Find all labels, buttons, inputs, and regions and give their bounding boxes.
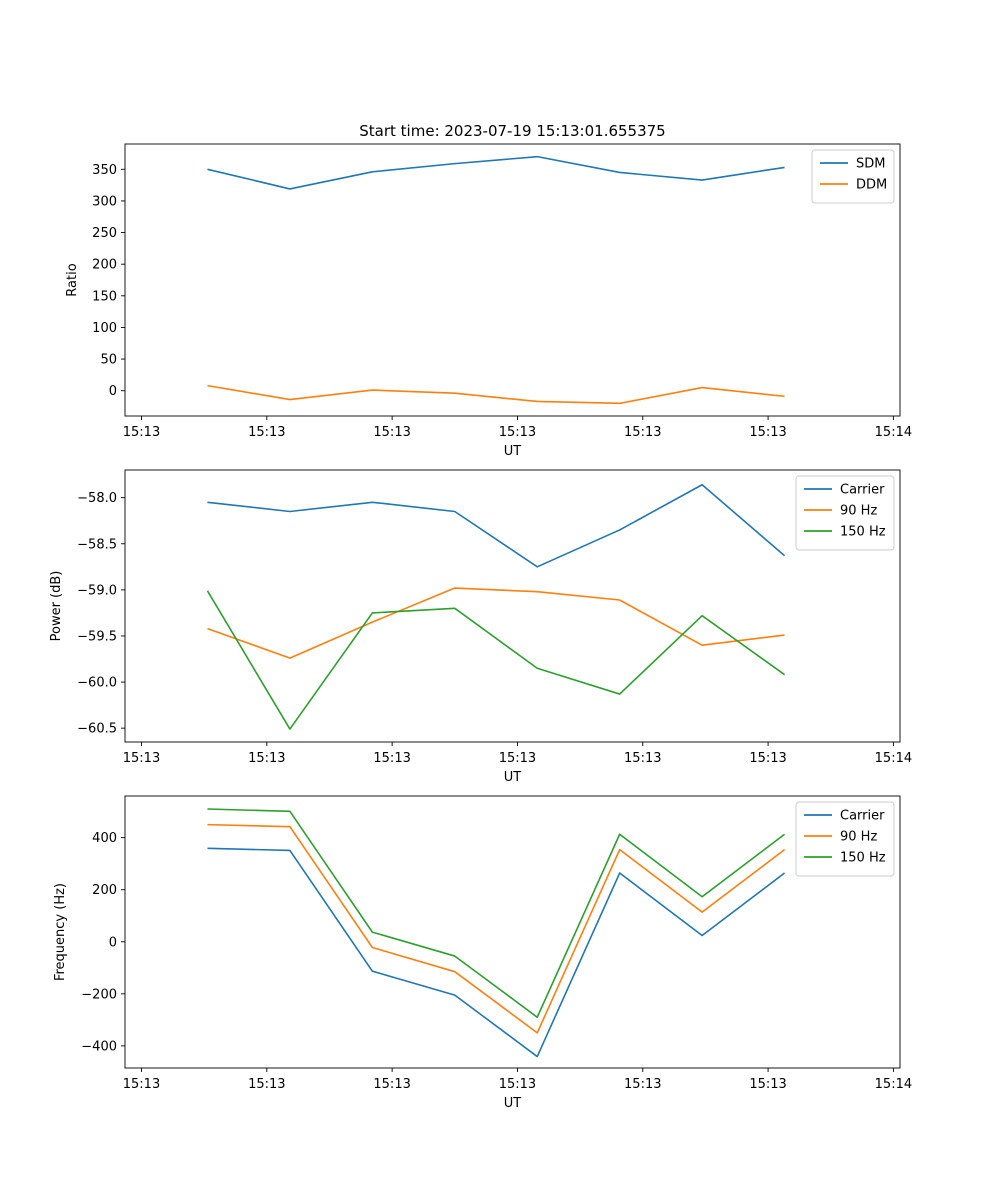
subplot-2: 15:13 15:13 15:13 15:13 15:13 15:13 15:14 −60.5… <box>49 469 912 785</box>
legend-label-90-hz: 90 Hz <box>840 830 877 845</box>
series-line-90-hz <box>207 587 785 659</box>
y-tick-label: 50 <box>100 353 117 368</box>
x-axis-label: UT <box>504 1096 522 1111</box>
series-line-carrier <box>207 847 786 1058</box>
x-tick-label: 15:13 <box>499 751 536 766</box>
x-tick-label: 15:13 <box>248 751 285 766</box>
y-tick-label: 200 <box>92 258 117 273</box>
x-tick-label: 15:13 <box>749 751 786 766</box>
subplots: 15:13 15:13 15:13 15:13 15:13 15:13 15:14 0 50 10… <box>49 143 912 1111</box>
x-tick-label: 15:13 <box>373 751 410 766</box>
legend-label-carrier: Carrier <box>840 809 885 824</box>
legend-label-90-hz: 90 Hz <box>840 504 877 519</box>
x-tick-label: 15:13 <box>624 425 661 440</box>
legend-label-ddm: DDM <box>856 178 887 193</box>
y-axis-label: Frequency (Hz) <box>53 883 68 981</box>
legend-label-150-hz: 150 Hz <box>840 851 886 866</box>
y-tick-label: −59.0 <box>77 583 117 598</box>
y-tick-label: 250 <box>92 226 117 241</box>
y-tick-label: −59.5 <box>77 629 117 644</box>
subplot-3: 15:13 15:13 15:13 15:13 15:13 15:13 15:14 −400 −… <box>53 795 912 1111</box>
x-tick-label: 15:13 <box>624 751 661 766</box>
y-tick-label: 0 <box>109 935 117 950</box>
y-tick-label: 200 <box>92 883 117 898</box>
series-line-90-hz <box>207 823 786 1034</box>
legend: Carrier 90 Hz 150 Hz <box>795 475 895 551</box>
y-tick-label: −200 <box>81 987 117 1002</box>
y-tick-label: 350 <box>92 163 117 178</box>
y-tick-label: −60.0 <box>77 676 117 691</box>
legend-label-sdm: SDM <box>856 157 885 172</box>
x-tick-label: 15:13 <box>248 1077 285 1092</box>
axes-frame <box>124 143 901 417</box>
y-tick-label: −58.5 <box>77 537 117 552</box>
series-line-ddm <box>207 384 785 405</box>
series-line-carrier <box>207 483 786 568</box>
y-axis-label: Ratio <box>65 263 80 296</box>
x-tick-label: 15:13 <box>123 1077 160 1092</box>
y-tick-label: −60.5 <box>77 722 117 737</box>
axes-frame <box>124 795 901 1069</box>
legend-label-carrier: Carrier <box>840 483 885 498</box>
x-tick-label: 15:14 <box>875 425 912 440</box>
y-tick-label: 150 <box>92 289 117 304</box>
y-tick-label: 400 <box>92 831 117 846</box>
figure-title: Start time: 2023-07-19 15:13:01.655375 <box>359 122 665 140</box>
series-line-sdm <box>207 155 785 190</box>
x-axis-label: UT <box>504 444 522 459</box>
x-tick-label: 15:13 <box>749 425 786 440</box>
x-tick-label: 15:13 <box>499 1077 536 1092</box>
x-axis-label: UT <box>504 770 522 785</box>
series-line-150-hz <box>206 590 786 730</box>
series-line-150-hz <box>207 808 786 1019</box>
x-tick-label: 15:13 <box>624 1077 661 1092</box>
x-tick-label: 15:13 <box>248 425 285 440</box>
x-tick-label: 15:13 <box>499 425 536 440</box>
y-tick-label: −400 <box>81 1039 117 1054</box>
y-tick-label: 300 <box>92 194 117 209</box>
legend: Carrier 90 Hz 150 Hz <box>795 801 895 877</box>
y-tick-label: −58.0 <box>77 491 117 506</box>
x-tick-label: 15:13 <box>373 425 410 440</box>
axes-frame <box>124 469 901 743</box>
y-tick-label: 0 <box>109 384 117 399</box>
y-axis-label: Power (dB) <box>49 571 64 642</box>
subplot-1: 15:13 15:13 15:13 15:13 15:13 15:13 15:14 0 50 10… <box>65 143 912 459</box>
x-tick-label: 15:14 <box>875 1077 912 1092</box>
legend-label-150-hz: 150 Hz <box>840 525 886 540</box>
x-tick-label: 15:13 <box>123 425 160 440</box>
x-tick-label: 15:14 <box>875 751 912 766</box>
x-tick-label: 15:13 <box>123 751 160 766</box>
legend: SDM DDM <box>811 149 895 204</box>
x-tick-label: 15:13 <box>373 1077 410 1092</box>
x-tick-label: 15:13 <box>749 1077 786 1092</box>
y-tick-label: 100 <box>92 321 117 336</box>
